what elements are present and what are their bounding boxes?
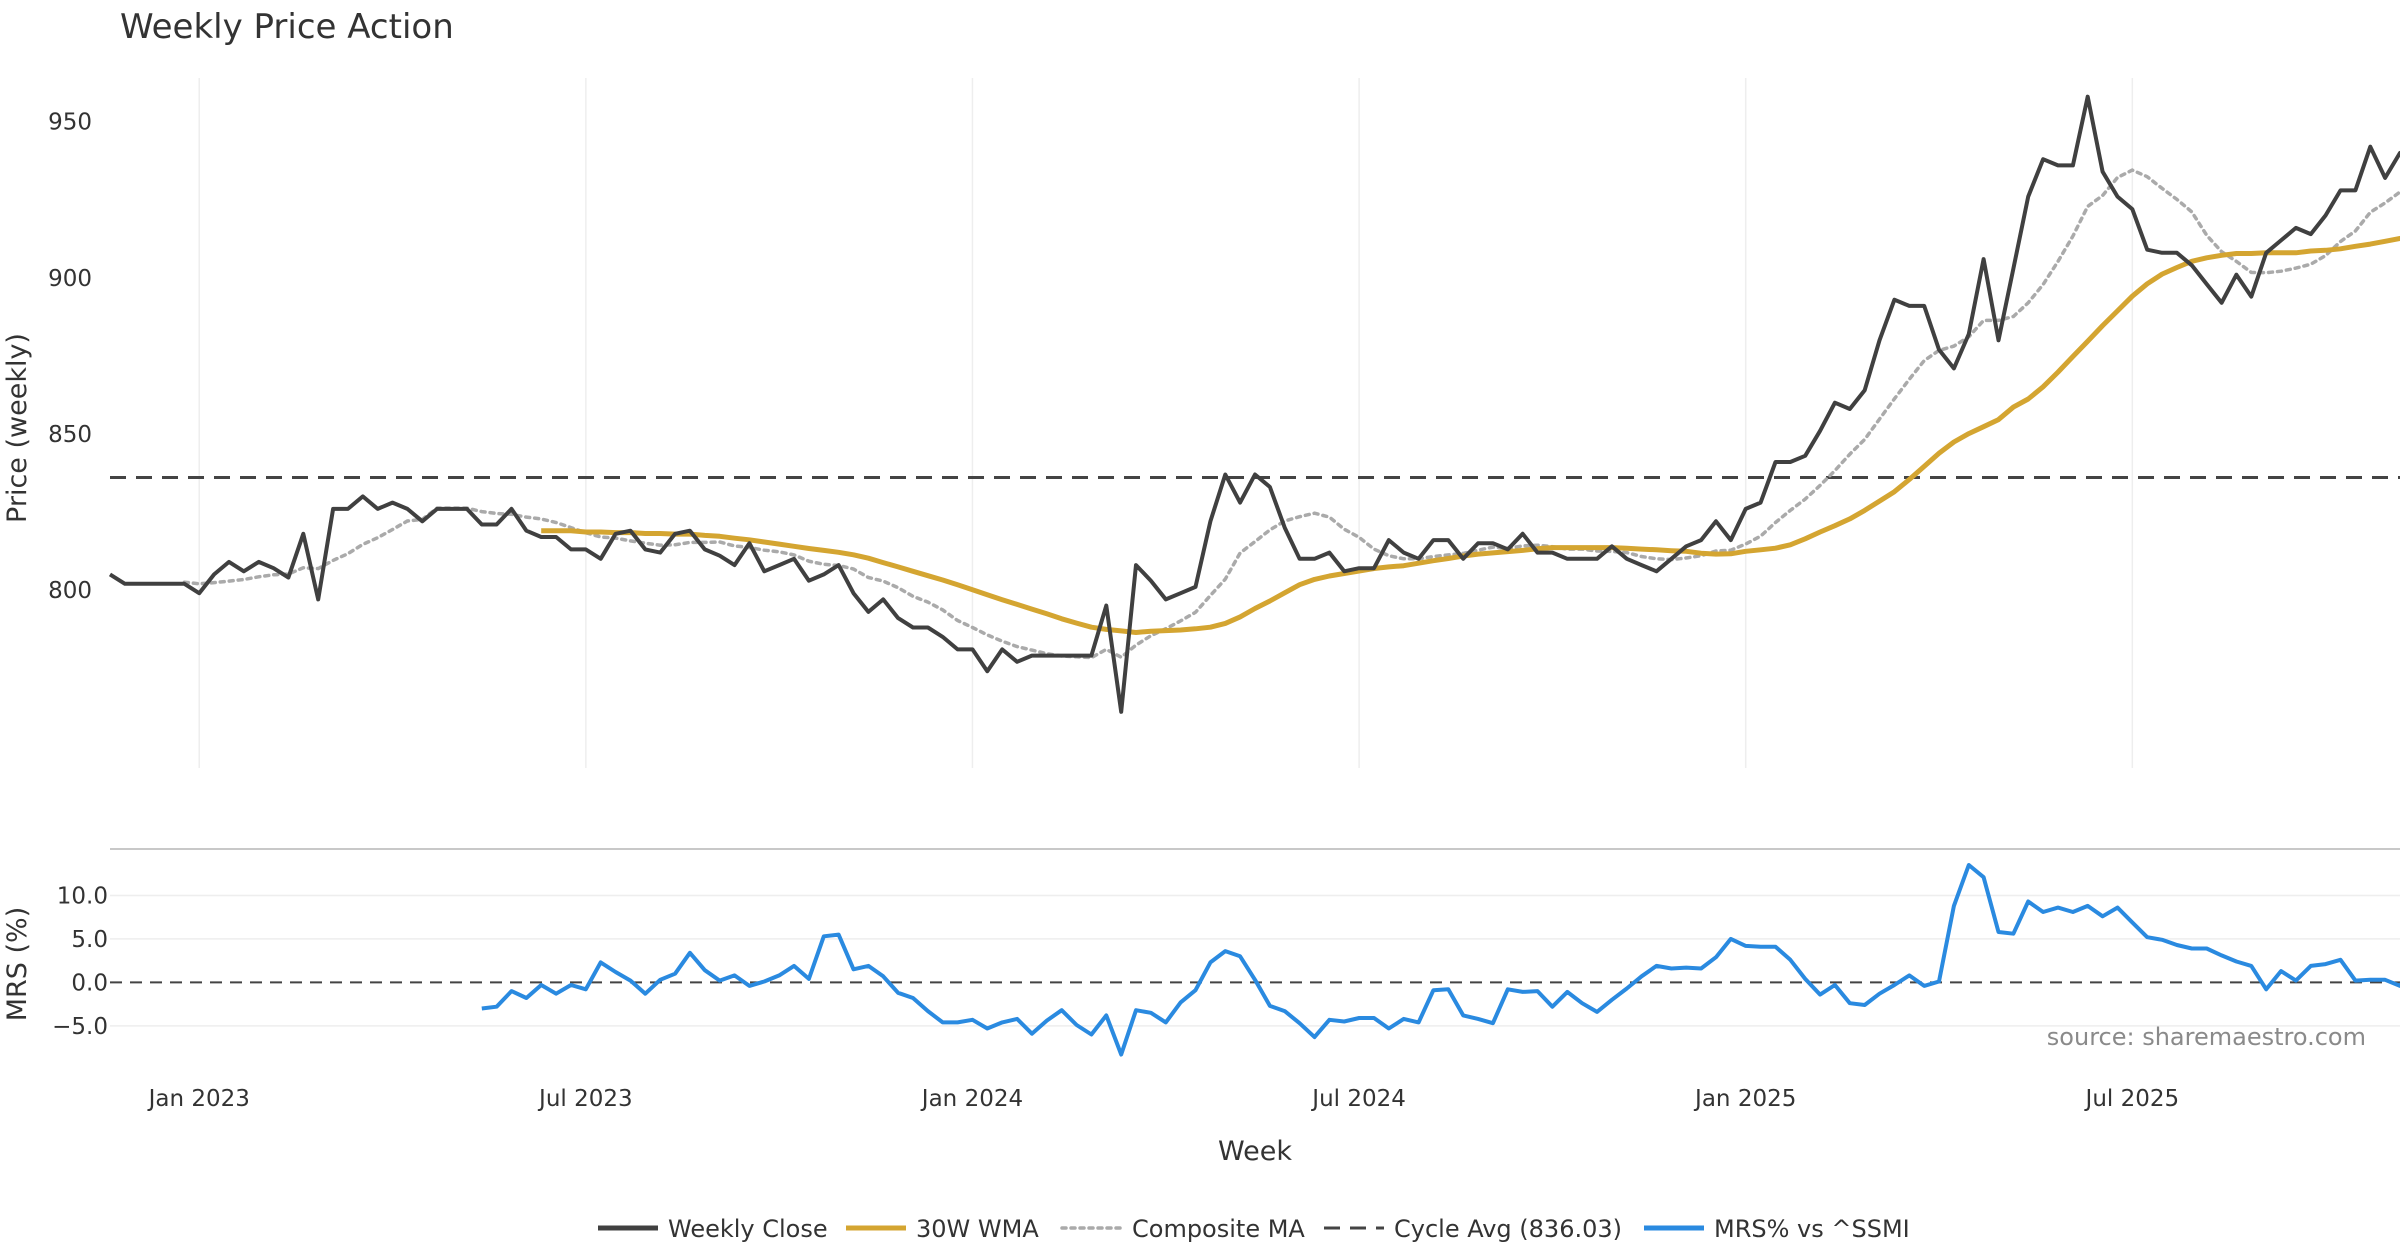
price-gridlines xyxy=(198,78,2134,768)
mrs-ytick-2: 0.0 xyxy=(71,970,108,996)
mrs-series xyxy=(481,863,2400,1057)
price-ytick-900: 900 xyxy=(48,266,92,292)
x-axis-ticks: Jan 2023 Jul 2023 Jan 2024 Jul 2024 Jan 2025… xyxy=(147,1086,2180,1112)
price-ytick-950: 950 xyxy=(48,110,92,136)
mrs-ytick-1: 5.0 xyxy=(71,927,108,953)
mrs-y-ticks: 10.0 5.0 0.0 −5.0 xyxy=(52,883,108,1039)
price-ytick-800: 800 xyxy=(48,578,92,604)
x-tick-1: Jul 2023 xyxy=(537,1086,633,1112)
mrs-ytick-0: 10.0 xyxy=(57,883,108,909)
legend-label-0: Weekly Close xyxy=(668,1215,828,1243)
legend-item-0: Weekly Close xyxy=(598,1215,828,1243)
legend-label-3: Cycle Avg (836.03) xyxy=(1394,1215,1622,1243)
composite-ma-line xyxy=(182,168,2400,660)
legend-item-3: Cycle Avg (836.03) xyxy=(1324,1215,1622,1243)
weekly-close-line xyxy=(108,94,2400,714)
x-tick-2: Jan 2024 xyxy=(920,1086,1023,1112)
mrs-ytick-3: −5.0 xyxy=(52,1014,108,1040)
mrs-y-axis-label: MRS (%) xyxy=(2,907,33,1022)
legend-label-4: MRS% vs ^SSMI xyxy=(1714,1215,1910,1243)
legend-item-4: MRS% vs ^SSMI xyxy=(1644,1215,1910,1243)
price-y-axis-label: Price (weekly) xyxy=(2,333,33,523)
x-tick-5: Jul 2025 xyxy=(2084,1086,2180,1112)
price-series xyxy=(108,94,2400,714)
legend: Weekly Close 30W WMA Composite MA Cycle Avg… xyxy=(598,1215,1910,1243)
chart-title: Weekly Price Action xyxy=(120,7,454,47)
mrs-gridlines xyxy=(110,894,2400,1027)
mrs-line xyxy=(481,863,2400,1057)
price-y-ticks: 800 850 900 950 xyxy=(48,110,92,604)
price-ytick-850: 850 xyxy=(48,422,92,448)
x-tick-4: Jan 2025 xyxy=(1693,1086,1796,1112)
wma-30w-line xyxy=(541,235,2400,635)
x-tick-0: Jan 2023 xyxy=(147,1086,250,1112)
legend-item-1: 30W WMA xyxy=(846,1215,1039,1243)
x-axis-label: Week xyxy=(1218,1136,1292,1167)
legend-item-2: Composite MA xyxy=(1060,1215,1305,1243)
x-tick-3: Jul 2024 xyxy=(1310,1086,1406,1112)
legend-label-1: 30W WMA xyxy=(916,1215,1039,1243)
legend-label-2: Composite MA xyxy=(1132,1215,1305,1243)
source-note: source: sharemaestro.com xyxy=(2047,1023,2366,1051)
